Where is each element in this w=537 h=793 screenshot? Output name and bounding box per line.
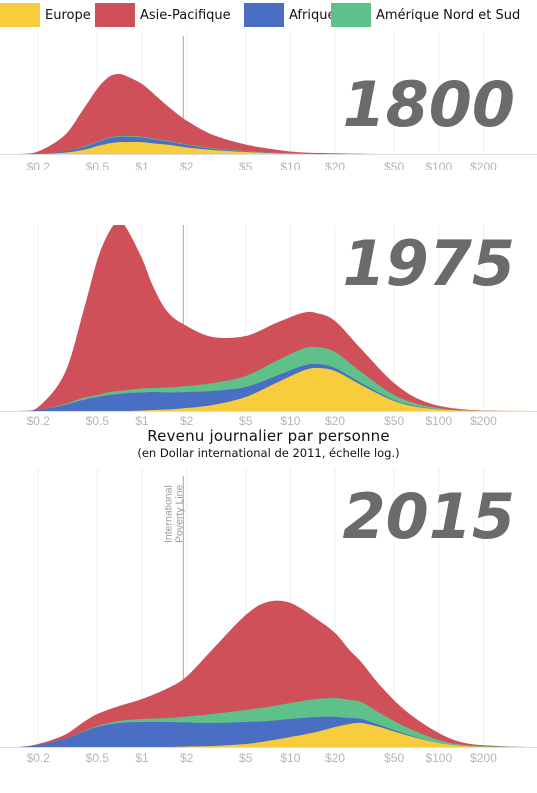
legend-label-amerique: Amérique Nord et Sud bbox=[376, 7, 521, 23]
area-europe bbox=[18, 722, 531, 748]
tick-label-6: $20 bbox=[325, 751, 345, 765]
tick-label-5: $10 bbox=[280, 414, 300, 425]
tick-label-9: $200 bbox=[470, 414, 497, 425]
chart-title-year: 2015 bbox=[342, 480, 515, 553]
x-axis-caption: Revenu journalier par personne (en Dolla… bbox=[0, 427, 537, 460]
legend-swatch-asie-pacifique bbox=[95, 3, 135, 27]
legend-swatch-europe bbox=[0, 3, 40, 27]
tick-label-7: $50 bbox=[384, 414, 404, 425]
chart-1800: $0.2 $0.5 $1 $2 $5 $10 $20 $50 $100 $200 1800 bbox=[0, 30, 537, 170]
legend: Europe Asie-Pacifique Afrique Amérique N… bbox=[0, 0, 537, 30]
tick-label-1: $0.5 bbox=[86, 414, 110, 425]
area-europe bbox=[18, 142, 535, 155]
tick-label-8: $100 bbox=[425, 751, 452, 765]
tick-label-2: $1 bbox=[135, 414, 149, 425]
tick-label-2: $1 bbox=[135, 751, 149, 765]
tick-label-9: $200 bbox=[470, 751, 497, 765]
chart-title-year: 1800 bbox=[342, 68, 515, 141]
tick-label-4: $5 bbox=[239, 414, 253, 425]
area-asie-pacifique bbox=[18, 600, 531, 748]
chart-title-year: 1975 bbox=[342, 227, 515, 300]
legend-item-afrique: Afrique bbox=[244, 3, 335, 27]
tick-label-0: $0.2 bbox=[27, 751, 51, 765]
chart-1975: $0.2 $0.5 $1 $2 $5 $10 $20 $50 $100 $200 1975 bbox=[0, 225, 537, 425]
tick-label-7: $50 bbox=[384, 160, 404, 170]
legend-item-amerique: Amérique Nord et Sud bbox=[331, 3, 520, 27]
area-asie-pacifique bbox=[18, 74, 535, 155]
tick-label-9: $200 bbox=[470, 160, 497, 170]
tick-label-8: $100 bbox=[425, 160, 452, 170]
legend-swatch-afrique bbox=[244, 3, 284, 27]
poverty-line-label: InternationalPoverty Line bbox=[162, 484, 185, 543]
legend-label-afrique: Afrique bbox=[289, 7, 336, 23]
tick-label-6: $20 bbox=[325, 414, 345, 425]
legend-label-asie-pacifique: Asie-Pacifique bbox=[140, 7, 231, 23]
tick-label-0: $0.2 bbox=[27, 414, 51, 425]
tick-label-7: $50 bbox=[384, 751, 404, 765]
legend-label-europe: Europe bbox=[45, 7, 91, 23]
x-axis-subtitle: (en Dollar international de 2011, échell… bbox=[137, 446, 400, 460]
x-axis-title: Revenu journalier par personne bbox=[147, 427, 390, 445]
tick-label-0: $0.2 bbox=[27, 160, 51, 170]
chart-2015: $0.2 $0.5 $1 $2 $5 $10 $20 $50 $100 $200 2015 Inter… bbox=[0, 468, 537, 765]
tick-label-3: $2 bbox=[180, 414, 194, 425]
tick-label-6: $20 bbox=[325, 160, 345, 170]
tick-label-3: $2 bbox=[180, 751, 194, 765]
tick-label-1: $0.5 bbox=[86, 751, 110, 765]
legend-item-asie-pacifique: Asie-Pacifique bbox=[95, 3, 231, 27]
tick-label-4: $5 bbox=[239, 160, 253, 170]
legend-item-europe: Europe bbox=[0, 3, 91, 27]
tick-label-5: $10 bbox=[280, 751, 300, 765]
area-europe bbox=[18, 368, 533, 412]
tick-label-8: $100 bbox=[425, 414, 452, 425]
tick-label-1: $0.5 bbox=[86, 160, 110, 170]
tick-label-4: $5 bbox=[239, 751, 253, 765]
tick-label-3: $2 bbox=[180, 160, 194, 170]
tick-label-2: $1 bbox=[135, 160, 149, 170]
area-asie-pacifique bbox=[18, 225, 533, 412]
legend-swatch-amerique bbox=[331, 3, 371, 27]
tick-label-5: $10 bbox=[280, 160, 300, 170]
